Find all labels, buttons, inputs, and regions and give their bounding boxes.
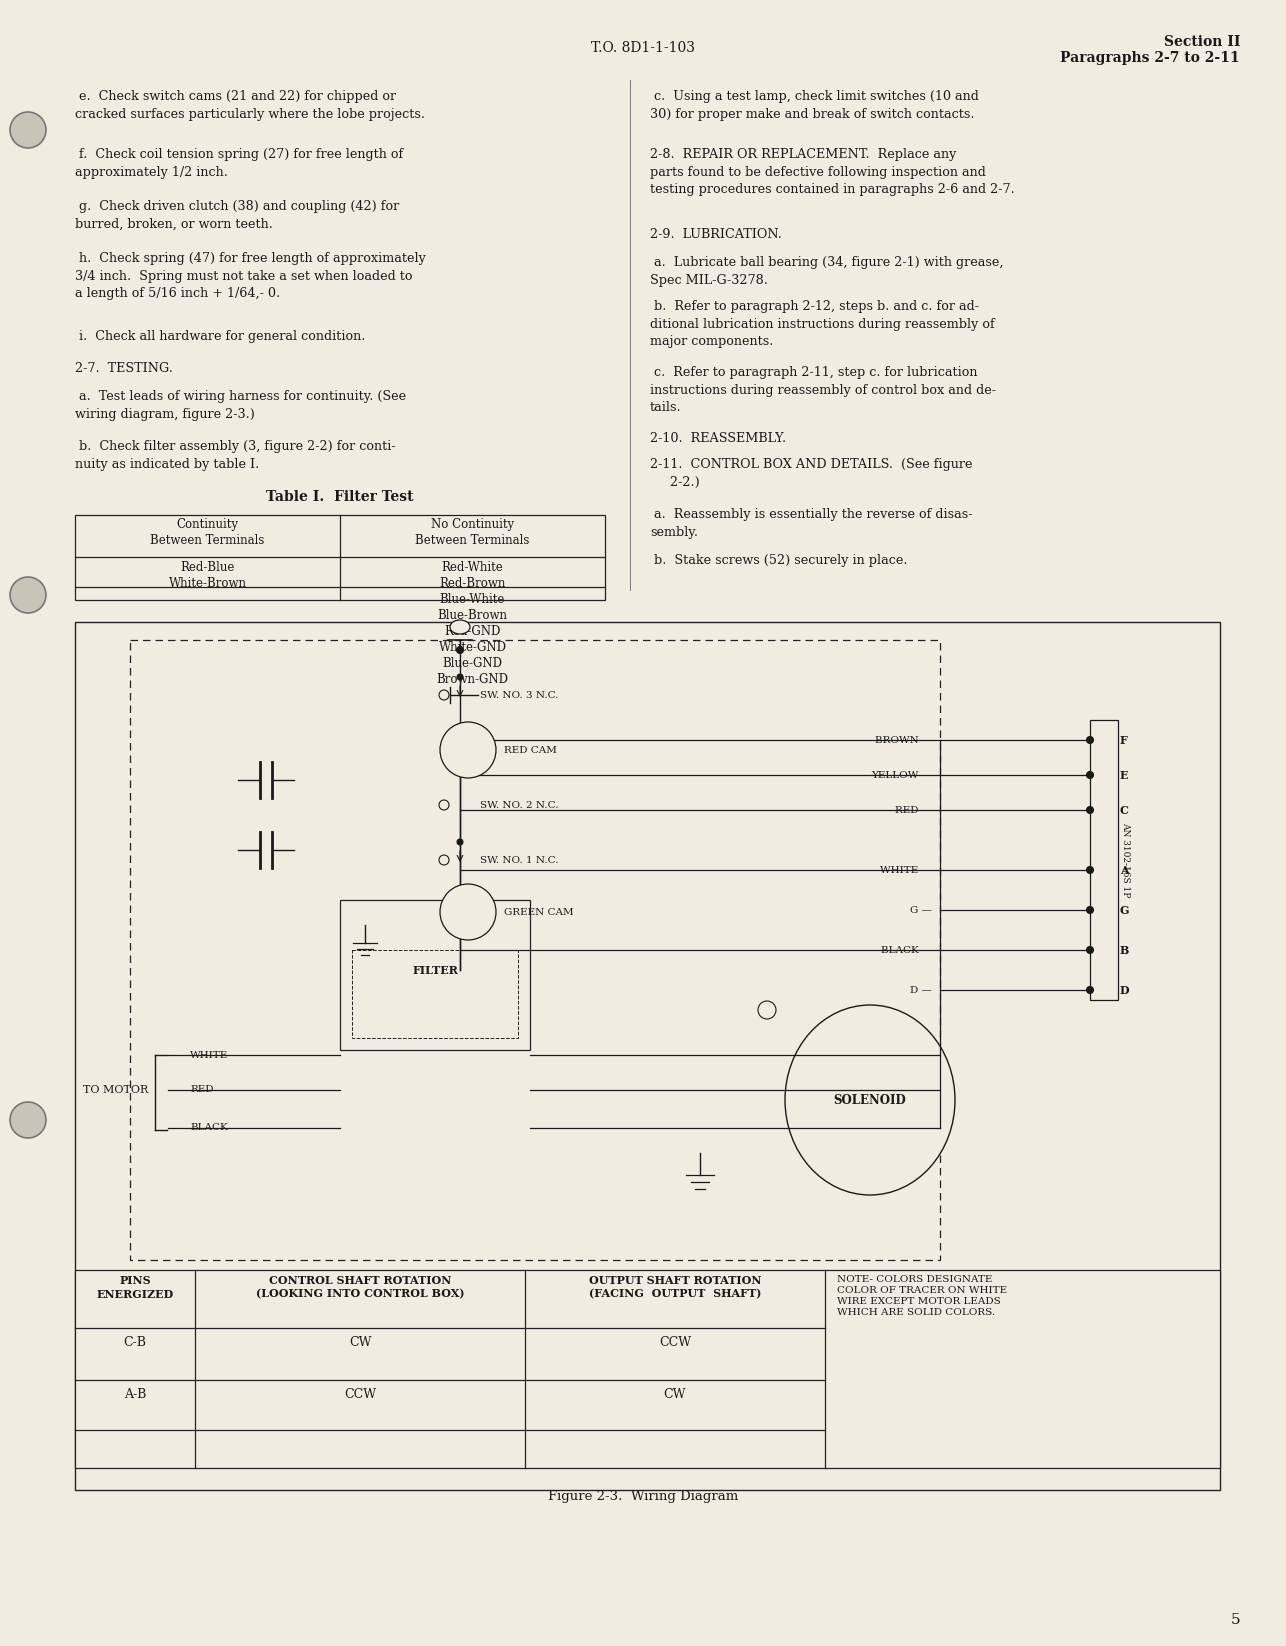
- Text: G —: G —: [910, 905, 932, 915]
- Text: a.  Test leads of wiring harness for continuity. (See
wiring diagram, figure 2-3: a. Test leads of wiring harness for cont…: [75, 390, 406, 420]
- Text: SW. NO. 2 N.C.: SW. NO. 2 N.C.: [480, 800, 558, 810]
- Text: D —: D —: [910, 986, 932, 994]
- Text: Red-Blue
White-Brown: Red-Blue White-Brown: [168, 561, 247, 589]
- Text: No Continuity
Between Terminals: No Continuity Between Terminals: [415, 518, 530, 546]
- Text: CCW: CCW: [658, 1337, 691, 1350]
- Text: c.  Using a test lamp, check limit switches (10 and
30) for proper make and brea: c. Using a test lamp, check limit switch…: [649, 91, 979, 120]
- Text: BROWN —: BROWN —: [874, 736, 932, 744]
- Text: Section II: Section II: [1164, 35, 1240, 49]
- Text: a.  Reassembly is essentially the reverse of disas-
sembly.: a. Reassembly is essentially the reverse…: [649, 509, 972, 538]
- Ellipse shape: [440, 723, 496, 779]
- Text: b.  Stake screws (52) securely in place.: b. Stake screws (52) securely in place.: [649, 555, 908, 566]
- Text: GREEN CAM: GREEN CAM: [504, 907, 574, 917]
- Text: Figure 2-3.  Wiring Diagram: Figure 2-3. Wiring Diagram: [548, 1490, 738, 1503]
- Ellipse shape: [10, 1103, 46, 1137]
- Bar: [130, 640, 940, 1259]
- Ellipse shape: [784, 1006, 955, 1195]
- Text: 2-7.  TESTING.: 2-7. TESTING.: [75, 362, 172, 375]
- Ellipse shape: [1087, 807, 1093, 813]
- Text: f.  Check coil tension spring (27) for free length of
approximately 1/2 inch.: f. Check coil tension spring (27) for fr…: [75, 148, 404, 178]
- Ellipse shape: [1087, 907, 1093, 914]
- Text: RED —: RED —: [895, 805, 932, 815]
- Text: TO MOTOR: TO MOTOR: [82, 1085, 148, 1095]
- Text: C: C: [1120, 805, 1129, 815]
- Text: 2-8.  REPAIR OR REPLACEMENT.  Replace any
parts found to be defective following : 2-8. REPAIR OR REPLACEMENT. Replace any …: [649, 148, 1015, 196]
- Text: FILTER: FILTER: [412, 965, 458, 976]
- Text: B: B: [1120, 945, 1129, 955]
- Text: CW: CW: [664, 1388, 687, 1401]
- Text: g.  Check driven clutch (38) and coupling (42) for
burred, broken, or worn teeth: g. Check driven clutch (38) and coupling…: [75, 201, 399, 230]
- Text: RED CAM: RED CAM: [504, 746, 557, 754]
- Text: T.O. 8D1-1-103: T.O. 8D1-1-103: [592, 41, 694, 54]
- Text: Red-White
Red-Brown
Blue-White
Blue-Brown
Red-GND
White-GND
Blue-GND
Brown-GND: Red-White Red-Brown Blue-White Blue-Brow…: [436, 561, 508, 686]
- Text: A-B: A-B: [123, 1388, 147, 1401]
- Bar: [75, 622, 1220, 1490]
- Bar: [75, 1271, 1220, 1468]
- Text: 2-11.  CONTROL BOX AND DETAILS.  (See figure
     2-2.): 2-11. CONTROL BOX AND DETAILS. (See figu…: [649, 458, 972, 489]
- Ellipse shape: [1087, 736, 1093, 744]
- Text: YELLOW —: YELLOW —: [871, 770, 932, 780]
- Text: CONTROL SHAFT ROTATION
(LOOKING INTO CONTROL BOX): CONTROL SHAFT ROTATION (LOOKING INTO CON…: [256, 1276, 464, 1300]
- Text: SW. NO. 1 N.C.: SW. NO. 1 N.C.: [480, 856, 558, 864]
- Text: PINS
ENERGIZED: PINS ENERGIZED: [96, 1276, 174, 1300]
- Text: i.  Check all hardware for general condition.: i. Check all hardware for general condit…: [75, 329, 365, 342]
- Text: AN 3102-16S 1P: AN 3102-16S 1P: [1121, 823, 1130, 897]
- Text: a.  Lubricate ball bearing (34, figure 2-1) with grease,
Spec MIL-G-3278.: a. Lubricate ball bearing (34, figure 2-…: [649, 257, 1003, 286]
- Text: G: G: [1120, 905, 1129, 915]
- Ellipse shape: [439, 800, 449, 810]
- Text: h.  Check spring (47) for free length of approximately
3/4 inch.  Spring must no: h. Check spring (47) for free length of …: [75, 252, 426, 300]
- Text: F: F: [1120, 734, 1128, 746]
- Text: 5: 5: [1231, 1613, 1240, 1626]
- Text: b.  Check filter assembly (3, figure 2-2) for conti-
nuity as indicated by table: b. Check filter assembly (3, figure 2-2)…: [75, 439, 396, 471]
- Ellipse shape: [440, 884, 496, 940]
- Ellipse shape: [457, 647, 463, 653]
- Bar: [1091, 719, 1118, 1001]
- Text: e.  Check switch cams (21 and 22) for chipped or
cracked surfaces particularly w: e. Check switch cams (21 and 22) for chi…: [75, 91, 424, 120]
- Bar: [352, 950, 518, 1039]
- Text: WHITE —: WHITE —: [880, 866, 932, 874]
- Text: b.  Refer to paragraph 2-12, steps b. and c. for ad-
ditional lubrication instru: b. Refer to paragraph 2-12, steps b. and…: [649, 300, 995, 347]
- Ellipse shape: [439, 854, 449, 866]
- Ellipse shape: [1087, 772, 1093, 779]
- Text: CCW: CCW: [343, 1388, 376, 1401]
- Text: NOTE- COLORS DESIGNATE
COLOR OF TRACER ON WHITE
WIRE EXCEPT MOTOR LEADS
WHICH AR: NOTE- COLORS DESIGNATE COLOR OF TRACER O…: [837, 1276, 1007, 1317]
- Text: BLACK —: BLACK —: [881, 945, 932, 955]
- Text: 2-10.  REASSEMBLY.: 2-10. REASSEMBLY.: [649, 431, 786, 444]
- Ellipse shape: [10, 578, 46, 612]
- Text: CW: CW: [349, 1337, 372, 1350]
- Ellipse shape: [757, 1001, 775, 1019]
- Text: SW. NO. 3 N.C.: SW. NO. 3 N.C.: [480, 691, 558, 700]
- Text: C-B: C-B: [123, 1337, 147, 1350]
- Text: c.  Refer to paragraph 2-11, step c. for lubrication
instructions during reassem: c. Refer to paragraph 2-11, step c. for …: [649, 365, 995, 415]
- Ellipse shape: [450, 621, 469, 634]
- Text: 2-9.  LUBRICATION.: 2-9. LUBRICATION.: [649, 229, 782, 240]
- Text: Table I.  Filter Test: Table I. Filter Test: [266, 491, 414, 504]
- Text: A: A: [1120, 864, 1129, 876]
- Bar: [340, 900, 530, 1050]
- Text: RED: RED: [190, 1085, 213, 1095]
- Ellipse shape: [1087, 946, 1093, 953]
- Bar: [75, 515, 604, 601]
- Text: OUTPUT SHAFT ROTATION
(FACING  OUTPUT  SHAFT): OUTPUT SHAFT ROTATION (FACING OUTPUT SHA…: [589, 1276, 761, 1300]
- Text: Continuity
Between Terminals: Continuity Between Terminals: [150, 518, 265, 546]
- Text: D: D: [1120, 984, 1129, 996]
- Text: SOLENOID: SOLENOID: [833, 1093, 907, 1106]
- Text: BLACK: BLACK: [190, 1124, 228, 1132]
- Text: E: E: [1120, 769, 1129, 780]
- Ellipse shape: [439, 690, 449, 700]
- Ellipse shape: [1087, 986, 1093, 994]
- Ellipse shape: [1087, 866, 1093, 874]
- Text: Paragraphs 2-7 to 2-11: Paragraphs 2-7 to 2-11: [1061, 51, 1240, 64]
- Ellipse shape: [10, 112, 46, 148]
- Ellipse shape: [457, 839, 463, 844]
- Ellipse shape: [457, 673, 463, 680]
- Text: WHITE: WHITE: [190, 1050, 228, 1060]
